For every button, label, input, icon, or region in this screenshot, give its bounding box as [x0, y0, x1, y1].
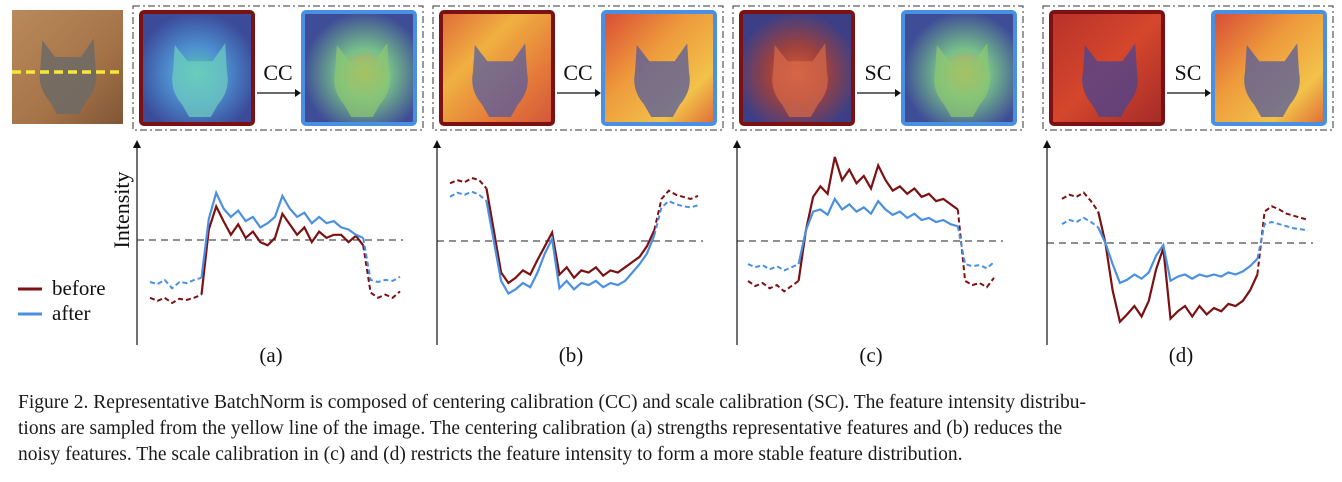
operation-label: SC	[1175, 60, 1202, 85]
legend-before-label: before	[52, 276, 106, 300]
heatmap-before	[439, 10, 555, 126]
heatmap-before	[139, 10, 255, 126]
panel-frame	[432, 5, 724, 131]
panel-a: CC	[132, 5, 424, 131]
panel-frame	[132, 5, 424, 131]
operation-label: CC	[563, 60, 592, 85]
chart-b: (b)	[433, 140, 703, 367]
series-after	[449, 190, 699, 296]
input-photo	[12, 10, 123, 124]
charts: (a) (b) (c) (d) Intensity	[109, 140, 1313, 367]
figure-number: Figure 2.	[18, 392, 89, 413]
chart-c: (c)	[733, 140, 1003, 367]
heatmap-before-border	[739, 10, 855, 126]
heatmap-after-border	[301, 10, 417, 126]
series-line-dashed-left	[449, 190, 488, 202]
figure: before after CC CC SC SC (a) (b) (c) (d) Intens…	[12, 5, 1334, 367]
heatmap-before-border	[139, 10, 255, 126]
heatmap-before	[1049, 10, 1165, 126]
y-axis-arrow-icon	[733, 140, 741, 148]
heatmap-after	[901, 10, 1017, 126]
panel-frame	[732, 5, 1024, 131]
series-line-dashed-left	[747, 263, 800, 272]
operation-label: SC	[865, 60, 892, 85]
y-axis-label: Intensity	[109, 172, 134, 249]
caption-line-1: Figure 2. Representative BatchNorm is co…	[18, 390, 1326, 416]
series-before	[1061, 191, 1309, 325]
series-line-dashed-right	[1256, 205, 1309, 275]
heatmap-after-border	[601, 10, 717, 126]
chart-d: (d)	[1043, 140, 1313, 367]
panel-label: (c)	[859, 343, 882, 367]
series-line-dashed-right	[956, 226, 995, 270]
panel-label: (d)	[1169, 343, 1194, 367]
panel-d: SC	[1042, 5, 1334, 131]
y-axis-arrow-icon	[433, 140, 441, 148]
panel-frame	[1042, 5, 1334, 131]
series-line-dashed-right	[1256, 220, 1309, 260]
heatmap-before-border	[439, 10, 555, 126]
panel-label: (a)	[259, 343, 282, 367]
series-after	[149, 189, 401, 290]
series-line-dashed-right	[653, 189, 699, 231]
series-after	[1061, 216, 1309, 285]
series-before	[449, 176, 699, 285]
legend: before after	[18, 276, 106, 325]
series-line-solid	[485, 200, 656, 296]
series-before	[747, 156, 995, 293]
series-line-dashed-left	[747, 280, 800, 293]
y-axis-arrow-icon	[1043, 140, 1051, 148]
series-line-solid	[797, 156, 959, 282]
panel-c: SC	[732, 5, 1024, 131]
chart-a: (a)	[133, 140, 403, 367]
arrowhead-icon	[1205, 89, 1211, 97]
series-line-solid	[485, 188, 656, 285]
series-line-dashed-left	[449, 176, 488, 190]
series-line-dashed-right	[362, 245, 401, 299]
heatmap-after	[1211, 10, 1327, 126]
caption-text-1: Representative BatchNorm is composed of …	[93, 392, 1087, 413]
heatmap-after-border	[901, 10, 1017, 126]
figure-caption: Figure 2. Representative BatchNorm is co…	[18, 390, 1326, 468]
heatmap-after	[601, 10, 717, 126]
series-after	[747, 196, 995, 272]
caption-line-2: tions are sampled from the yellow line o…	[18, 418, 1063, 439]
caption-line-3: noisy features. The scale calibration in…	[18, 444, 963, 465]
arrowhead-icon	[295, 89, 301, 97]
arrowhead-icon	[595, 89, 601, 97]
operation-label: CC	[263, 60, 292, 85]
heatmap-after-border	[1211, 10, 1327, 126]
panels: CC CC SC SC	[132, 5, 1334, 131]
series-line-dashed-left	[149, 276, 202, 290]
series-line-dashed-right	[956, 209, 995, 289]
panel-b: CC	[432, 5, 724, 131]
series-line-dashed-left	[149, 293, 202, 305]
heatmap-before-border	[1049, 10, 1165, 126]
series-line-solid	[200, 189, 364, 278]
heatmap-after	[301, 10, 417, 126]
series-line-dashed-right	[362, 237, 401, 284]
series-line-solid	[200, 203, 365, 295]
series-before	[149, 203, 401, 305]
series-line-solid	[1097, 226, 1259, 285]
legend-after-label: after	[52, 301, 90, 325]
series-line-dashed-left	[1061, 191, 1100, 213]
y-axis-arrow-icon	[133, 140, 141, 148]
series-line-dashed-left	[1061, 216, 1099, 229]
series-line-solid	[797, 196, 959, 265]
heatmap-before	[739, 10, 855, 126]
arrowhead-icon	[895, 89, 901, 97]
series-line-solid	[1097, 211, 1259, 325]
panel-label: (b)	[559, 343, 584, 367]
